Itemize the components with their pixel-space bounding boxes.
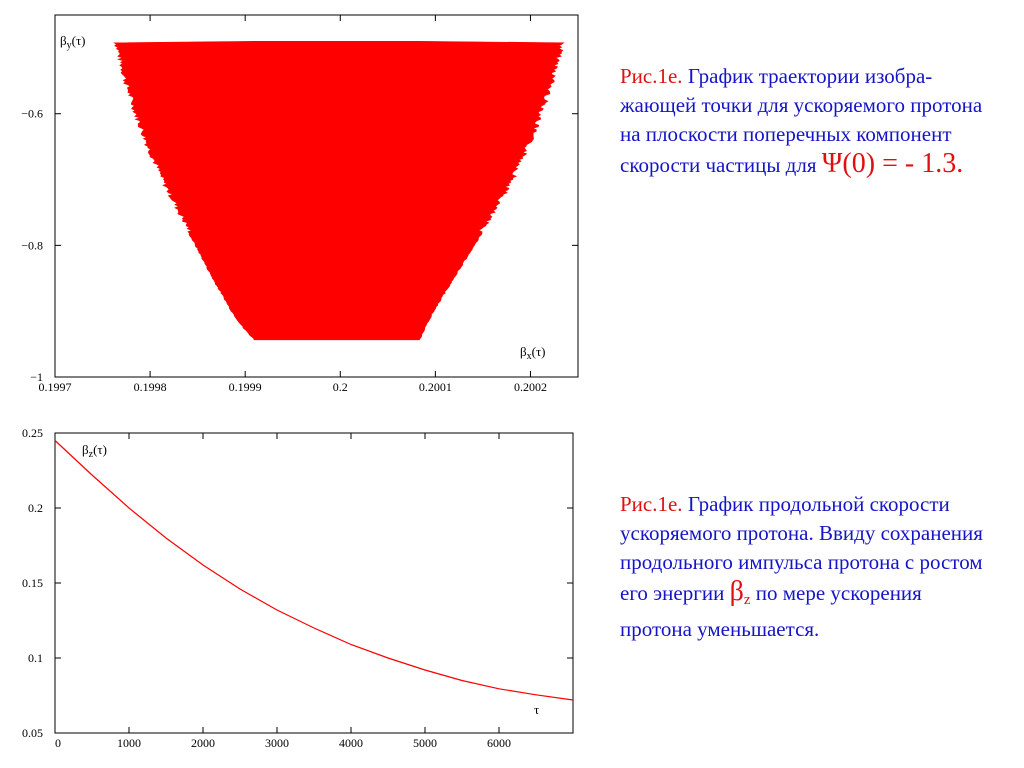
chart2-xtick-label: 0 [55, 736, 61, 750]
caption-2-fig: Рис.1е. [620, 492, 683, 516]
chart1-ylabel: βy(τ) [60, 33, 86, 51]
chart2-xtick-label: 1000 [117, 736, 141, 750]
chart1-xtick-label: 0.1999 [229, 380, 262, 394]
chart1-xtick-label: 0.2002 [514, 380, 547, 394]
chart2-ytick-label: 0.1 [28, 651, 43, 665]
chart2-ytick-label: 0.05 [22, 726, 43, 740]
caption-2-text-after: по мере ускорения протона уменьшается. [620, 581, 922, 641]
chart2-ylabel: βz(τ) [82, 442, 107, 460]
caption-2-text-before: График продольной скорости ускоряемого п… [620, 492, 983, 605]
chart1-frame [54, 14, 579, 378]
chart2-ticks: 0 1000 2000 3000 4000 5000 6000 0.05 0.1 0.15 0.2 0… [22, 426, 573, 750]
chart1-xtick-label: 0.1998 [134, 380, 167, 394]
chart1-xlabel: βx(τ) [520, 344, 546, 362]
chart1-ytick-label: −0.6 [21, 107, 43, 121]
chart1-trajectory-fill [113, 40, 565, 341]
chart2-xtick-label: 2000 [191, 736, 215, 750]
chart2-xtick-label: 5000 [413, 736, 437, 750]
chart1-ticks: 0.1997 0.1998 0.1999 0.2 0.2001 0.2002 −1 −0.8 −… [21, 15, 578, 394]
chart1-trajectory-area [113, 40, 565, 341]
caption-2: Рис.1е. График продольной скорости ускор… [620, 490, 990, 644]
chart1-ytick-label: −1 [30, 370, 43, 384]
chart2-ytick-label: 0.25 [22, 426, 43, 440]
chart1-ytick-label: −0.8 [21, 238, 43, 252]
caption-1-psi: Ψ(0) = - 1.3. [821, 148, 964, 179]
chart2-xtick-label: 6000 [487, 736, 511, 750]
caption-1-fig: Рис.1е. [620, 64, 683, 88]
caption-1-text: График траектории изобра-жающей точки дл… [620, 64, 983, 177]
chart2-xlabel: τ [534, 702, 539, 717]
chart2-ytick-label: 0.2 [28, 501, 43, 515]
chart1-xtick-label: 0.1997 [39, 380, 72, 394]
chart1-xtick-label: 0.2001 [419, 380, 452, 394]
chart2-beta-z-line [54, 440, 574, 701]
chart2-xtick-label: 3000 [265, 736, 289, 750]
caption-2-beta: βz [729, 576, 751, 608]
chart2-xtick-label: 4000 [339, 736, 363, 750]
chart2-ytick-label: 0.15 [22, 576, 43, 590]
caption-1: Рис.1е. График траектории изобра-жающей … [620, 62, 1000, 180]
chart1-xtick-label: 0.2 [333, 380, 348, 394]
transverse-velocity-chart: 0.1997 0.1998 0.1999 0.2 0.2001 0.2002 −1 −0.8 −… [21, 14, 579, 394]
longitudinal-velocity-chart: 0 1000 2000 3000 4000 5000 6000 0.05 0.1 0.15 0.2 0… [22, 426, 574, 750]
